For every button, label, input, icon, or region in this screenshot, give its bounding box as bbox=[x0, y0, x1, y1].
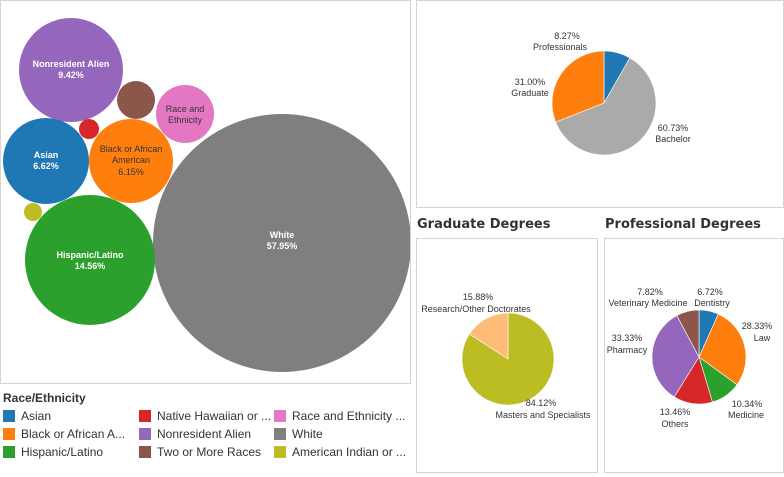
prof-label-medicine-name: Medicine bbox=[728, 410, 764, 420]
legend-item[interactable]: Hispanic/Latino bbox=[3, 445, 103, 459]
legend-swatch bbox=[274, 428, 286, 440]
legend-label: Two or More Races bbox=[157, 445, 262, 459]
graduate-degrees-title: Graduate Degrees bbox=[417, 217, 551, 232]
legend-label: Black or African A... bbox=[21, 427, 126, 441]
legend-item[interactable]: White bbox=[274, 427, 323, 441]
bubble-american-indian[interactable] bbox=[24, 203, 42, 221]
pie-slice-vet[interactable] bbox=[676, 309, 700, 358]
graduate-label-research-value: 15.88% bbox=[463, 292, 494, 302]
bubble-label-asian: Asian bbox=[34, 150, 59, 160]
bubble-value-white: 57.95% bbox=[267, 241, 298, 251]
degree-label-professionals-name: Professionals bbox=[533, 42, 588, 52]
bubble-nonresident[interactable]: Nonresident Alien 9.42% bbox=[19, 18, 123, 122]
professional-pie-panel: 7.82% Veterinary Medicine 6.72% Dentistr… bbox=[604, 238, 784, 473]
bubble-race-unknown[interactable]: Race and Ethnicity bbox=[156, 85, 214, 143]
prof-label-vet-name: Veterinary Medicine bbox=[608, 298, 687, 308]
pie-slice-pharmacy[interactable] bbox=[651, 315, 700, 398]
prof-label-law-name: Law bbox=[754, 333, 771, 343]
bubble-value-nonresident: 9.42% bbox=[58, 70, 84, 80]
bubble-circle-black[interactable] bbox=[89, 119, 173, 203]
legend-swatch bbox=[139, 410, 151, 422]
prof-label-medicine-value: 10.34% bbox=[732, 399, 763, 409]
degree-pie-panel: 8.27% Professionals 31.00% Graduate 60.7… bbox=[416, 0, 784, 208]
bubble-label-white: White bbox=[270, 230, 295, 240]
legend-label: Native Hawaiian or ... bbox=[157, 409, 272, 423]
legend-title: Race/Ethnicity bbox=[3, 391, 86, 405]
graduate-pie-slices bbox=[461, 312, 555, 406]
degree-label-bachelor-value: 60.73% bbox=[658, 123, 689, 133]
legend-item[interactable]: Asian bbox=[3, 409, 51, 423]
legend-label: Asian bbox=[21, 409, 52, 423]
bubble-label-race-unknown-2: Ethnicity bbox=[168, 115, 203, 125]
pie-slice-research[interactable] bbox=[468, 312, 509, 360]
pie-slice-bachelor[interactable] bbox=[555, 57, 657, 156]
bubble-label-nonresident: Nonresident Alien bbox=[33, 59, 110, 69]
degree-label-graduate-value: 31.00% bbox=[515, 77, 546, 87]
bubble-circle-nonresident[interactable] bbox=[19, 18, 123, 122]
graduate-label-research-name: Research/Other Doctorates bbox=[421, 304, 531, 314]
professional-pie-slices bbox=[651, 309, 747, 405]
bubble-two-or-more[interactable] bbox=[117, 81, 155, 119]
prof-label-vet-value: 7.82% bbox=[637, 287, 663, 297]
legend-label: Nonresident Alien bbox=[157, 427, 252, 441]
race-ethnicity-bubble-chart: White 57.95% Hispanic/Latino 14.56% Nonr… bbox=[3, 18, 411, 372]
degree-pie-chart: 8.27% Professionals 31.00% Graduate 60.7… bbox=[511, 31, 691, 156]
bubble-label-black-2: American bbox=[112, 155, 150, 165]
legend-swatch bbox=[3, 428, 15, 440]
legend-item[interactable]: Native Hawaiian or ... bbox=[139, 409, 271, 423]
pie-slice-law[interactable] bbox=[698, 313, 747, 386]
degree-label-graduate-name: Graduate bbox=[511, 88, 549, 98]
prof-label-dentistry-name: Dentistry bbox=[694, 298, 730, 308]
bubble-label-hispanic: Hispanic/Latino bbox=[56, 250, 124, 260]
bubble-circle-asian[interactable] bbox=[3, 118, 89, 204]
legend-label: American Indian or ... bbox=[292, 445, 407, 459]
professional-pie-chart: 7.82% Veterinary Medicine 6.72% Dentistr… bbox=[607, 287, 773, 429]
legend-swatch bbox=[274, 410, 286, 422]
prof-label-dentistry-value: 6.72% bbox=[697, 287, 723, 297]
legend-label: Race and Ethnicity ... bbox=[292, 409, 406, 423]
legend-swatch bbox=[274, 446, 286, 458]
prof-label-law-value: 28.33% bbox=[742, 321, 773, 331]
bubble-circle-race-unknown[interactable] bbox=[156, 85, 214, 143]
bubble-white[interactable]: White 57.95% bbox=[153, 114, 411, 372]
pie-slice-graduate[interactable] bbox=[551, 50, 605, 123]
bubble-circle-hispanic[interactable] bbox=[25, 195, 155, 325]
bubble-hispanic[interactable]: Hispanic/Latino 14.56% bbox=[25, 195, 155, 325]
graduate-label-masters-value: 84.12% bbox=[526, 398, 557, 408]
bubble-chart-panel: White 57.95% Hispanic/Latino 14.56% Nonr… bbox=[0, 0, 411, 384]
prof-label-others-name: Others bbox=[661, 419, 689, 429]
bubble-label-race-unknown-1: Race and bbox=[166, 104, 205, 114]
degree-pie-slices bbox=[551, 50, 657, 156]
graduate-pie-panel: 15.88% Research/Other Doctorates 84.12% … bbox=[416, 238, 598, 473]
legend-label: White bbox=[292, 427, 323, 441]
legend-item[interactable]: Race and Ethnicity ... bbox=[274, 409, 405, 423]
bubble-black[interactable]: Black or African American 6.15% bbox=[89, 119, 173, 203]
legend-item[interactable]: Nonresident Alien bbox=[139, 427, 251, 441]
bubble-value-black: 6.15% bbox=[118, 167, 144, 177]
professional-degrees-title: Professional Degrees bbox=[605, 217, 761, 232]
bubble-value-hispanic: 14.56% bbox=[75, 261, 106, 271]
legend-swatch bbox=[3, 446, 15, 458]
legend-item[interactable]: Black or African A... bbox=[3, 427, 125, 441]
degree-label-professionals-value: 8.27% bbox=[554, 31, 580, 41]
bubble-label-black-1: Black or African bbox=[100, 144, 163, 154]
legend-swatch bbox=[3, 410, 15, 422]
bubble-circle-white[interactable] bbox=[153, 114, 411, 372]
legend-swatch bbox=[139, 428, 151, 440]
prof-label-pharmacy-value: 33.33% bbox=[612, 333, 643, 343]
degree-label-bachelor-name: Bachelor bbox=[655, 134, 691, 144]
legend-item[interactable]: American Indian or ... bbox=[274, 445, 406, 459]
bubble-asian[interactable]: Asian 6.62% bbox=[3, 118, 89, 204]
graduate-pie-chart: 15.88% Research/Other Doctorates 84.12% … bbox=[421, 292, 591, 420]
legend-label: Hispanic/Latino bbox=[21, 445, 104, 459]
legend-swatch bbox=[139, 446, 151, 458]
prof-label-others-value: 13.46% bbox=[660, 407, 691, 417]
bubble-native-hawaiian[interactable] bbox=[79, 119, 99, 139]
bubble-value-asian: 6.62% bbox=[33, 161, 59, 171]
graduate-label-masters-name: Masters and Specialists bbox=[495, 410, 591, 420]
legend-item[interactable]: Two or More Races bbox=[139, 445, 261, 459]
legend: Asian Native Hawaiian or ... Race and Ethn… bbox=[3, 409, 413, 469]
prof-label-pharmacy-name: Pharmacy bbox=[607, 345, 648, 355]
